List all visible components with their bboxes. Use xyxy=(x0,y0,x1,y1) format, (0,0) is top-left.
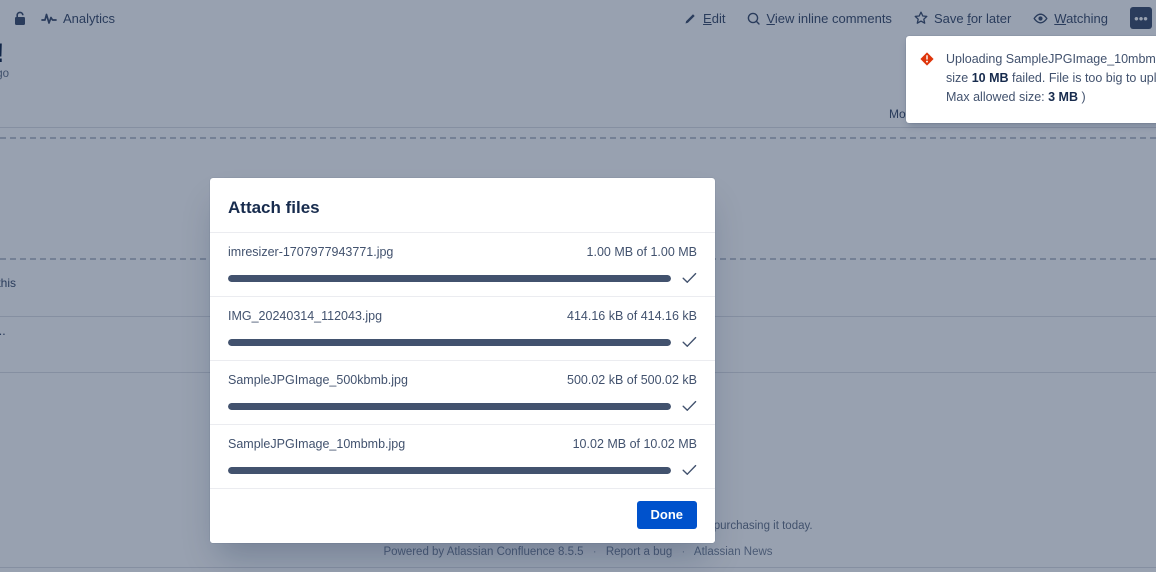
error-file-size: 10 MB xyxy=(971,71,1009,85)
error-icon xyxy=(920,52,934,66)
error-line-1-text: Uploading SampleJPGImage_10mbmb.jp xyxy=(946,52,1156,66)
divider-top xyxy=(0,127,1156,128)
check-icon xyxy=(681,270,697,286)
file-name: IMG_20240314_112043.jpg xyxy=(228,309,383,323)
like-prompt[interactable]: t to like this xyxy=(0,276,17,290)
file-size: 500.02 kB of 500.02 kB xyxy=(567,373,697,387)
analytics-link[interactable]: Analytics xyxy=(41,11,115,26)
file-row-header: SampleJPGImage_10mbmb.jpg 10.02 MB of 10.… xyxy=(228,437,697,451)
attach-files-dialog: Attach files imresizer-1707977943771.jpg… xyxy=(210,178,715,543)
check-icon xyxy=(681,398,697,414)
pencil-icon xyxy=(684,12,697,25)
file-row-progress xyxy=(228,334,697,350)
page-toolbar: e Analytics xyxy=(0,0,1156,36)
file-upload-row: SampleJPGImage_500kbmb.jpg 500.02 kB of 5… xyxy=(210,361,715,425)
watching-button[interactable]: Watching xyxy=(1033,11,1108,26)
progress-bar-fill xyxy=(228,466,671,474)
more-actions-button[interactable]: ••• xyxy=(1130,7,1152,29)
report-a-bug-link[interactable]: Report a bug xyxy=(605,546,673,558)
error-line-3-pre: Max allowed size: xyxy=(946,90,1049,104)
lock-icon[interactable] xyxy=(13,11,27,26)
file-row-header: SampleJPGImage_500kbmb.jpg 500.02 kB of 5… xyxy=(228,373,697,387)
error-line-2-post: failed. File is too big to uploa xyxy=(1008,71,1156,85)
save-for-later-button[interactable]: Save for later xyxy=(914,11,1011,26)
file-row-progress xyxy=(228,270,697,286)
footer-separator-2: · xyxy=(681,546,686,558)
dialog-title: Attach files xyxy=(228,198,320,217)
progress-bar-fill xyxy=(228,338,671,346)
check-icon xyxy=(681,462,697,478)
file-size: 10.02 MB of 10.02 MB xyxy=(572,437,697,451)
error-line-3: Max allowed size: 3 MB ) xyxy=(946,88,1156,107)
progress-bar-fill xyxy=(228,402,671,410)
edit-label: Edit xyxy=(703,10,726,26)
progress-bar xyxy=(228,274,671,282)
file-upload-row: IMG_20240314_112043.jpg 414.16 kB of 414.… xyxy=(210,297,715,361)
page-title: orld! xyxy=(0,38,5,69)
file-row-progress xyxy=(228,462,697,478)
file-name: imresizer-1707977943771.jpg xyxy=(228,245,394,259)
view-inline-comments-label: View inline comments xyxy=(766,10,892,26)
file-size: 1.00 MB of 1.00 MB xyxy=(586,245,697,259)
footer-divider xyxy=(0,567,1156,568)
done-button[interactable]: Done xyxy=(636,501,697,529)
error-line-3-post: ) xyxy=(1078,90,1086,104)
progress-bar xyxy=(228,466,671,474)
save-for-later-label: Save for later xyxy=(933,10,1012,26)
footer-separator-1: · xyxy=(592,546,597,558)
file-list: imresizer-1707977943771.jpg 1.00 MB of 1.… xyxy=(210,233,715,489)
view-inline-comments-button[interactable]: View inline comments xyxy=(747,10,892,26)
dashed-divider-upper xyxy=(0,137,1156,139)
analytics-icon xyxy=(41,11,57,25)
watching-label: Watching xyxy=(1054,10,1108,26)
toolbar-right-group: Edit View inline comments Save for xyxy=(684,0,1156,36)
file-row-progress xyxy=(228,398,697,414)
dialog-header: Attach files xyxy=(210,178,715,233)
star-icon xyxy=(914,11,928,25)
file-name: SampleJPGImage_500kbmb.jpg xyxy=(228,373,408,387)
more-link[interactable]: Mo xyxy=(889,107,906,121)
toolbar-left-group: e Analytics xyxy=(0,11,115,26)
file-size: 414.16 kB of 414.16 kB xyxy=(567,309,697,323)
check-icon xyxy=(681,334,697,350)
eye-icon xyxy=(1033,12,1048,25)
error-max-size: 3 MB xyxy=(1048,90,1078,104)
file-upload-row: SampleJPGImage_10mbmb.jpg 10.02 MB of 10.… xyxy=(210,425,715,489)
footer-links: Powered by Atlassian Confluence 8.5.5 · … xyxy=(0,546,1156,558)
error-line-2: size 10 MB failed. File is too big to up… xyxy=(946,69,1156,88)
comment-icon xyxy=(747,12,761,25)
error-line-2-pre: size xyxy=(946,71,972,85)
page-last-updated: inutes ago xyxy=(0,68,10,80)
powered-by-label: Powered by Atlassian Confluence 8.5.5 xyxy=(383,546,584,558)
progress-bar xyxy=(228,402,671,410)
progress-bar xyxy=(228,338,671,346)
dialog-footer: Done xyxy=(210,489,715,543)
edit-button[interactable]: Edit xyxy=(684,11,725,26)
upload-error-message: Uploading SampleJPGImage_10mbmb.jp size … xyxy=(946,50,1156,107)
analytics-label: Analytics xyxy=(62,10,115,26)
comment-input-placeholder[interactable]: omment... xyxy=(0,323,6,338)
error-line-1: Uploading SampleJPGImage_10mbmb.jp xyxy=(946,50,1156,69)
file-row-header: imresizer-1707977943771.jpg 1.00 MB of 1.… xyxy=(228,245,697,259)
progress-bar-fill xyxy=(228,274,671,282)
upload-error-flag: Uploading SampleJPGImage_10mbmb.jp size … xyxy=(906,36,1156,123)
file-name: SampleJPGImage_10mbmb.jpg xyxy=(228,437,406,451)
atlassian-news-link[interactable]: Atlassian News xyxy=(693,546,773,558)
file-upload-row: imresizer-1707977943771.jpg 1.00 MB of 1.… xyxy=(210,233,715,297)
file-row-header: IMG_20240314_112043.jpg 414.16 kB of 414.… xyxy=(228,309,697,323)
